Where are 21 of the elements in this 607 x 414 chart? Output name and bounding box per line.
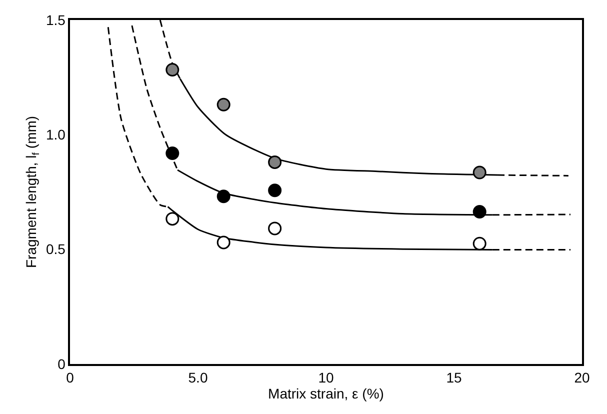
point [472, 204, 486, 218]
x-tick-label: 15 [446, 370, 462, 386]
x-tick-label: 5.0 [188, 370, 208, 386]
point [216, 236, 230, 250]
point [216, 98, 230, 112]
y-tick-label: 0 [58, 356, 66, 372]
x-tick-label: 20 [574, 370, 590, 386]
y-tick-label: 1.0 [46, 126, 66, 143]
point [166, 212, 180, 226]
point [268, 184, 282, 198]
point [216, 190, 230, 204]
point [472, 236, 486, 250]
point [268, 222, 282, 236]
x-axis-title: Matrix strain, ε (%) [268, 386, 384, 402]
point [166, 63, 180, 77]
point [166, 146, 180, 160]
y-tick-label: 0.5 [46, 241, 66, 258]
y-tick-label: 1.5 [46, 12, 66, 28]
point [472, 166, 486, 180]
x-tick-label: 10 [318, 370, 334, 386]
point [268, 155, 282, 169]
